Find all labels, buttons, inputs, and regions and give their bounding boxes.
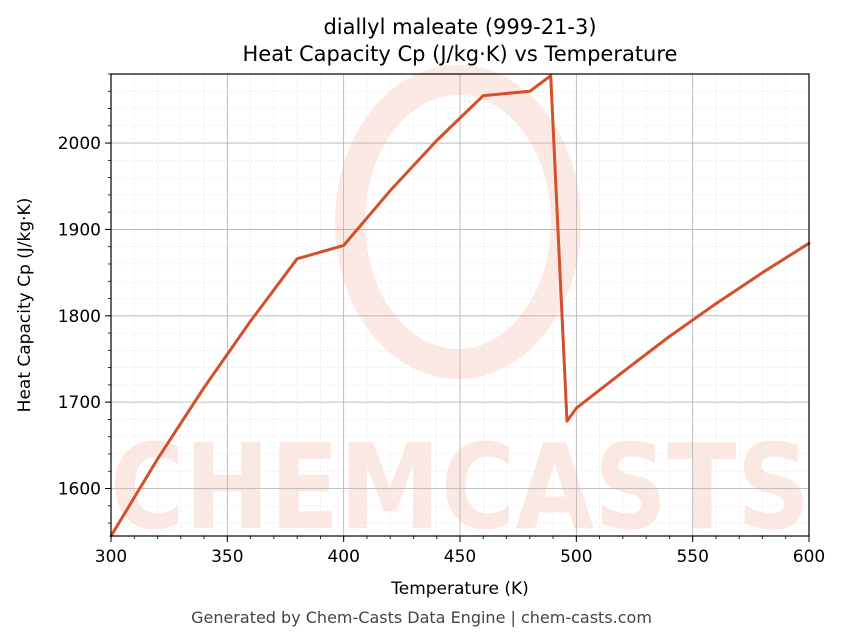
- series-line-0: [109, 74, 811, 538]
- x-tick-label: 300: [95, 547, 127, 567]
- x-tick-label: 450: [444, 547, 476, 567]
- x-tick-label: 500: [560, 547, 592, 567]
- x-axis-ticks: 300 350 400 450 500 550 600: [95, 536, 825, 567]
- y-tick-label: 2000: [58, 134, 101, 154]
- x-tick-label: 400: [327, 547, 359, 567]
- chart-subtitle: Heat Capacity Cp (J/kg·K) vs Temperature: [243, 42, 678, 66]
- chart-title: diallyl maleate (999-21-3): [323, 15, 596, 39]
- x-tick-label: 600: [793, 547, 825, 567]
- x-tick-label: 550: [676, 547, 708, 567]
- x-axis-label: Temperature (K): [390, 579, 529, 599]
- grid-major: [110, 74, 810, 536]
- y-tick-label: 1600: [58, 480, 101, 500]
- y-tick-label: 1800: [58, 307, 101, 327]
- x-tick-label: 350: [211, 547, 243, 567]
- y-axis-ticks: 1600 1700 1800 1900 2000: [58, 73, 111, 524]
- y-tick-label: 1700: [58, 393, 101, 413]
- series-layer: [109, 74, 811, 538]
- y-tick-label: 1900: [58, 220, 101, 240]
- y-axis-label: Heat Capacity Cp (J/kg·K): [15, 198, 35, 413]
- footer-credit: Generated by Chem-Casts Data Engine | ch…: [191, 608, 652, 627]
- watermark-logo-ring: [335, 65, 581, 379]
